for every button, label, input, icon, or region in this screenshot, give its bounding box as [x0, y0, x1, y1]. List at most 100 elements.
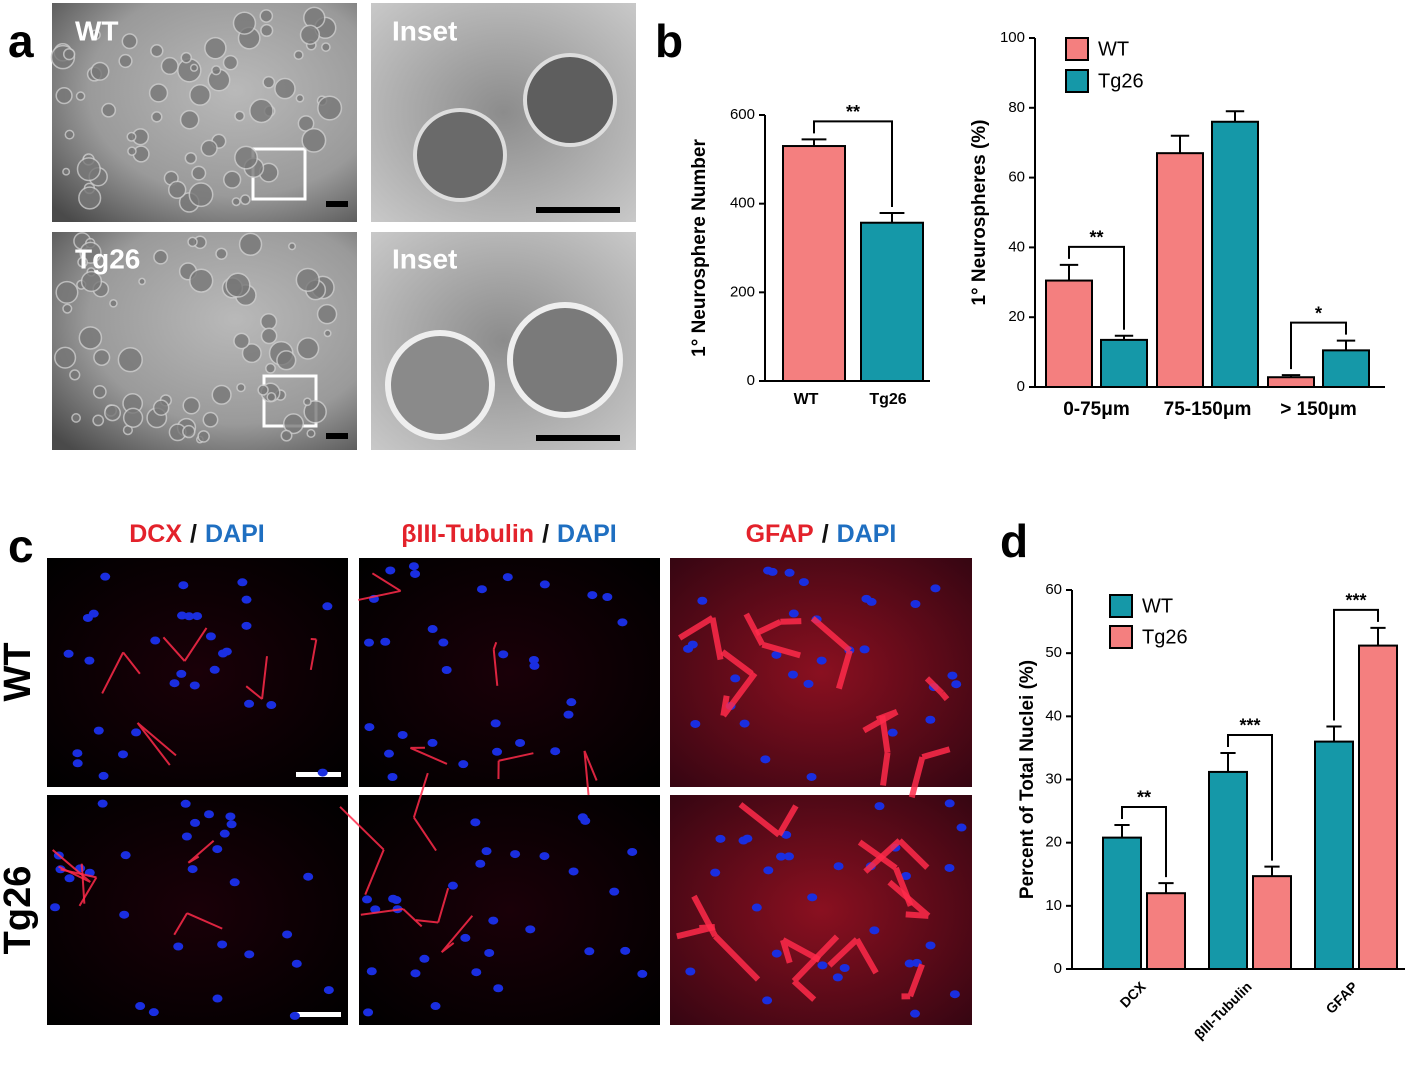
sphere — [223, 170, 242, 189]
sphere — [62, 303, 73, 314]
nucleus — [776, 852, 787, 861]
error-bar — [879, 211, 905, 223]
sphere — [191, 165, 207, 181]
process — [136, 722, 177, 766]
image-label: Inset — [392, 15, 457, 46]
error-bar — [1264, 865, 1280, 877]
bar — [1211, 120, 1259, 388]
sphere — [236, 382, 246, 393]
nucleus — [460, 933, 471, 942]
sphere — [55, 280, 79, 304]
process — [738, 802, 799, 838]
bar — [1267, 376, 1315, 388]
nucleus — [502, 573, 513, 582]
sphere — [225, 272, 251, 298]
sphere — [55, 86, 73, 105]
sphere — [239, 194, 251, 206]
nucleus — [64, 874, 75, 883]
sphere — [274, 77, 296, 100]
process — [60, 868, 98, 907]
process — [827, 937, 879, 975]
nucleus — [363, 1008, 374, 1017]
nucleus — [241, 621, 252, 630]
nucleus — [317, 768, 328, 777]
nucleus — [930, 584, 941, 593]
sphere — [127, 146, 137, 156]
sphere — [90, 29, 101, 41]
neurosphere — [385, 330, 495, 440]
nucleus — [470, 818, 481, 827]
nucleus — [904, 959, 915, 968]
nucleus — [370, 905, 381, 914]
nucleus — [539, 852, 550, 861]
nucleus — [176, 669, 187, 678]
y-tick-label: 40 — [1045, 707, 1062, 724]
nucleus — [237, 578, 248, 587]
nucleus — [498, 650, 509, 659]
nucleus — [760, 755, 771, 764]
nucleus — [219, 829, 230, 838]
process — [187, 839, 215, 864]
sphere — [321, 42, 331, 52]
nucleus — [869, 926, 880, 935]
nucleus — [475, 859, 486, 868]
sphere — [222, 54, 239, 71]
error-bar — [801, 138, 827, 147]
nucleus — [715, 834, 726, 843]
nucleus — [84, 656, 95, 665]
nucleus — [563, 710, 574, 719]
nucleus — [282, 930, 293, 939]
nucleus — [951, 680, 962, 689]
sphere — [204, 36, 227, 60]
scale-bar — [326, 201, 348, 207]
sphere — [138, 277, 146, 286]
nucleus — [97, 799, 108, 808]
error-bar — [1220, 751, 1236, 772]
sphere — [126, 131, 137, 142]
nucleus — [118, 750, 129, 759]
sphere — [188, 182, 214, 208]
sphere — [187, 236, 198, 248]
header-part: DAPI — [557, 520, 617, 548]
y-tick-label: 80 — [1008, 99, 1025, 116]
sphere — [184, 151, 198, 165]
nucleus — [492, 747, 503, 756]
process — [678, 615, 724, 661]
nucleus — [189, 681, 200, 690]
process — [409, 746, 448, 765]
sphere — [241, 343, 262, 364]
x-tick-label: > 150μm — [1280, 399, 1357, 420]
nucleus — [244, 699, 255, 708]
nucleus — [539, 580, 550, 589]
nucleus — [438, 638, 449, 647]
nucleus — [303, 872, 314, 881]
error-bar — [1326, 725, 1342, 742]
nucleus — [866, 597, 877, 606]
process — [720, 671, 758, 718]
sphere — [323, 329, 332, 338]
process — [810, 616, 853, 690]
sphere — [262, 75, 276, 89]
sphere — [71, 413, 81, 423]
nucleus — [602, 593, 613, 602]
y-tick-label: 60 — [1045, 581, 1062, 598]
nucleus — [859, 645, 870, 654]
sphere — [266, 392, 277, 402]
nucleus — [833, 862, 844, 871]
panel-label: a — [8, 15, 34, 67]
nucleus — [98, 771, 109, 780]
sphere — [265, 362, 276, 374]
nucleus — [817, 961, 828, 970]
sphere — [234, 145, 259, 170]
image-label: WT — [75, 15, 119, 46]
nucleus — [150, 636, 161, 645]
nucleus — [192, 612, 203, 621]
x-tick-label: WT — [794, 391, 819, 408]
nucleus — [410, 969, 421, 978]
nucleus — [925, 941, 936, 950]
process — [908, 746, 951, 799]
nucleus — [515, 738, 526, 747]
sphere — [280, 429, 293, 442]
sphere — [276, 350, 297, 371]
nucleus — [787, 670, 798, 679]
